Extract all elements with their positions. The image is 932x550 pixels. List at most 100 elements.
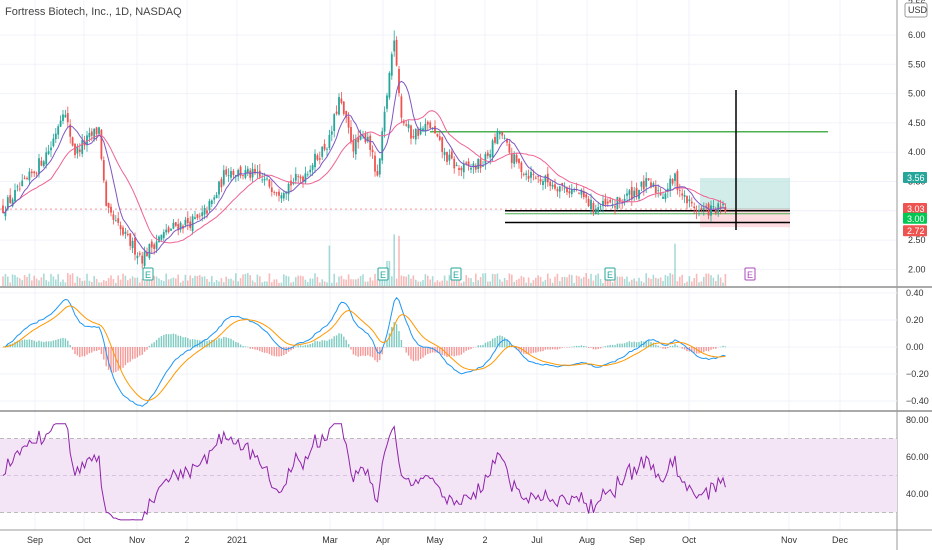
candle-body xyxy=(633,190,636,197)
volume-bar xyxy=(664,275,667,286)
volume-bar xyxy=(88,280,91,286)
macd-histogram-bar xyxy=(213,339,215,348)
macd-histogram-bar xyxy=(386,340,388,348)
macd-histogram-bar xyxy=(609,344,611,348)
candle-body xyxy=(4,211,7,217)
macd-histogram-bar xyxy=(369,347,371,357)
volume-bar xyxy=(297,275,299,286)
candle-body xyxy=(112,214,115,220)
candle-body xyxy=(124,231,127,234)
macd-histogram-bar xyxy=(669,346,671,348)
volume-bar xyxy=(251,280,254,286)
volume-bar xyxy=(674,243,676,286)
volume-bar xyxy=(691,281,693,286)
candle-body xyxy=(582,191,585,198)
volume-bar xyxy=(671,274,674,286)
candle-body xyxy=(222,170,225,185)
price-tick-label: 2.00 xyxy=(908,264,926,274)
volume-bar xyxy=(112,279,115,286)
volume-bar xyxy=(609,276,611,286)
macd-histogram-bar xyxy=(544,347,547,350)
macd-histogram-bar xyxy=(203,340,206,348)
macd-histogram-bar xyxy=(172,333,175,348)
volume-bar xyxy=(148,276,151,286)
macd-histogram-bar xyxy=(254,347,256,350)
volume-bar xyxy=(580,278,583,286)
macd-histogram-bar xyxy=(321,340,323,348)
candle-body xyxy=(30,171,33,174)
volume-bar xyxy=(551,282,554,286)
candle-body xyxy=(554,184,556,189)
volume-bar xyxy=(295,277,297,286)
volume-bar xyxy=(227,278,230,286)
macd-histogram-bar xyxy=(153,342,155,348)
macd-histogram-bar xyxy=(261,347,263,353)
earnings-marker-label: E xyxy=(607,270,613,280)
candle-body xyxy=(371,149,374,153)
volume-bar xyxy=(662,280,664,286)
candle-body xyxy=(138,253,141,255)
volume-bar xyxy=(163,281,165,286)
volume-bar xyxy=(69,274,71,286)
candle-body xyxy=(508,143,511,153)
candle-body xyxy=(515,154,518,162)
candle-body xyxy=(446,151,448,162)
macd-histogram-bar xyxy=(340,333,343,348)
candle-body xyxy=(506,138,508,143)
volume-bar xyxy=(535,277,537,286)
volume-bar xyxy=(523,277,525,286)
macd-histogram-bar xyxy=(674,344,676,348)
volume-bar xyxy=(172,277,175,286)
macd-histogram-bar xyxy=(187,337,189,348)
candle-body xyxy=(282,192,285,199)
volume-bar xyxy=(688,276,691,286)
volume-bar xyxy=(189,275,191,286)
volume-bar xyxy=(379,279,381,286)
volume-bar xyxy=(182,280,184,286)
candle-body xyxy=(578,193,580,195)
candle-body xyxy=(117,218,120,223)
volume-bar xyxy=(266,281,268,286)
macd-histogram-bar xyxy=(266,347,268,353)
volume-bar xyxy=(371,280,374,286)
candle-body xyxy=(654,186,657,193)
volume-bar xyxy=(367,281,369,286)
macd-histogram-bar xyxy=(71,347,74,350)
candle-body xyxy=(539,179,542,182)
candle-body xyxy=(376,171,379,176)
candle-body xyxy=(302,176,304,182)
price-tick-label: 4.00 xyxy=(908,147,926,157)
volume-bar xyxy=(722,282,724,286)
volume-bar xyxy=(724,273,727,286)
volume-bar xyxy=(563,276,566,286)
macd-histogram-bar xyxy=(484,342,487,348)
candle-body xyxy=(71,137,74,146)
volume-bar xyxy=(472,282,475,286)
candle-body xyxy=(170,228,172,231)
candle-body xyxy=(635,187,638,196)
candle-body xyxy=(333,114,336,131)
macd-histogram-bar xyxy=(631,342,633,348)
candle-body xyxy=(563,187,566,189)
macd-histogram-bar xyxy=(501,336,503,348)
macd-histogram-bar xyxy=(616,343,619,348)
earnings-marker-label: E xyxy=(453,270,459,280)
candle-body xyxy=(381,131,384,161)
macd-histogram-bar xyxy=(607,345,609,348)
volume-bar xyxy=(86,273,88,286)
candle-body xyxy=(662,196,664,199)
macd-histogram-bar xyxy=(64,338,67,348)
candle-body xyxy=(150,241,153,248)
volume-bar xyxy=(343,279,345,286)
volume-bar xyxy=(2,276,4,286)
candle-body xyxy=(261,179,264,181)
candle-body xyxy=(434,126,436,134)
macd-histogram-bar xyxy=(237,342,239,348)
volume-bar xyxy=(417,281,419,286)
price-badge xyxy=(903,203,927,215)
macd-histogram-bar xyxy=(316,341,319,348)
macd-histogram-bar xyxy=(338,333,340,348)
volume-bar xyxy=(707,273,710,286)
candle-body xyxy=(90,131,93,136)
